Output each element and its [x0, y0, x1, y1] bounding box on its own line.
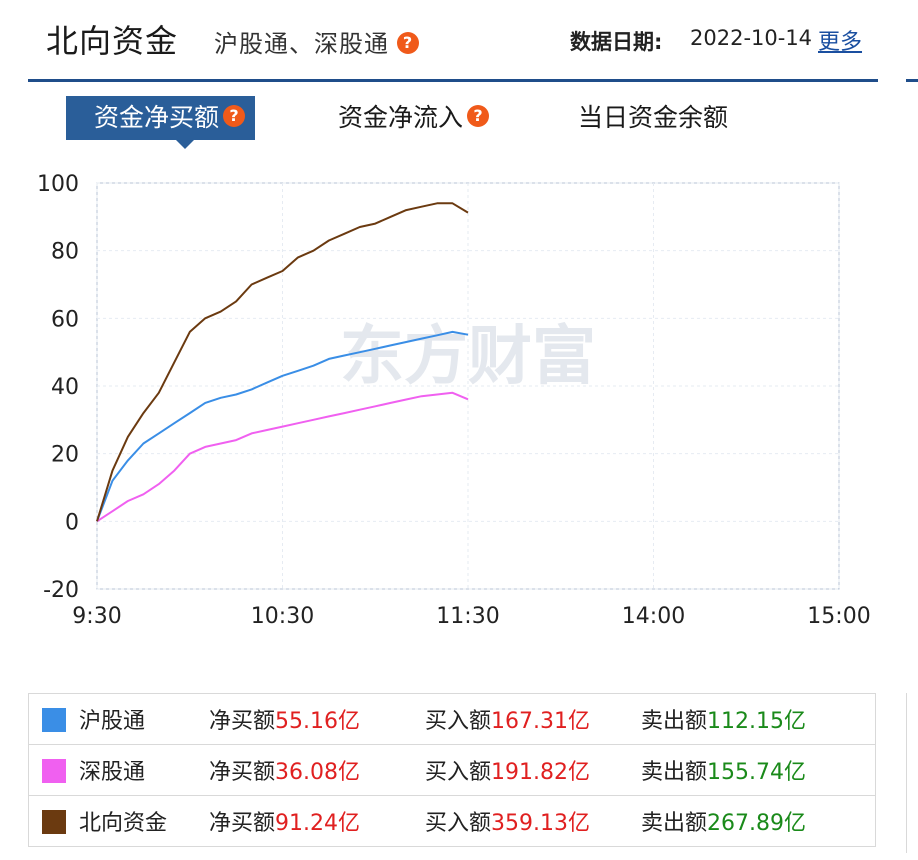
tab-bar: 资金净买额? 资金净流入? 当日资金余额: [0, 96, 918, 149]
legend-table: 沪股通 净买额55.16亿 买入额167.31亿 卖出额112.15亿 深股通 …: [28, 693, 876, 847]
header-divider-right: [906, 79, 918, 82]
legend-row: 沪股通 净买额55.16亿 买入额167.31亿 卖出额112.15亿: [28, 693, 876, 745]
series-line: [96, 202, 469, 522]
y-tick-label: 20: [51, 443, 79, 468]
swatch-north: [42, 809, 66, 834]
grid-lines: [96, 182, 840, 590]
date-value: 2022-10-14: [690, 26, 813, 50]
swatch-hgt: [42, 707, 66, 732]
buy-label: 买入额: [425, 760, 492, 785]
legend-name: 北向资金: [79, 795, 209, 847]
watermark: 东方财富: [340, 320, 596, 394]
net-value: 55.16亿: [275, 709, 360, 734]
x-tick-label: 15:00: [807, 604, 870, 629]
help-icon[interactable]: ?: [223, 105, 246, 127]
help-icon[interactable]: ?: [397, 32, 419, 54]
y-tick-label: 0: [65, 510, 79, 535]
page-subtitle: 沪股通、深股通?: [214, 24, 419, 59]
subtitle-text: 沪股通、深股通: [214, 30, 389, 58]
tab-net-inflow-label: 资金净流入: [338, 103, 464, 132]
legend-name: 深股通: [79, 744, 209, 796]
header-divider: [28, 79, 878, 82]
x-axis-ticks: 9:30 10:30 11:30 14:00 15:00: [72, 604, 870, 629]
net-value: 36.08亿: [275, 760, 360, 785]
series-line: [96, 391, 469, 523]
x-tick-label: 9:30: [72, 604, 121, 629]
x-tick-label: 10:30: [251, 604, 314, 629]
y-tick-label: 100: [37, 172, 79, 197]
help-icon[interactable]: ?: [467, 105, 490, 127]
tab-net-buy[interactable]: 资金净买额?: [66, 96, 256, 149]
net-label: 净买额: [209, 811, 276, 836]
buy-label: 买入额: [425, 709, 492, 734]
buy-value: 191.82亿: [491, 760, 590, 785]
buy-label: 买入额: [425, 811, 492, 836]
more-link[interactable]: 更多: [818, 30, 863, 55]
sell-label: 卖出额: [641, 709, 708, 734]
net-buy-chart: 东方财富 100 80 60 40 20 0 -20 9:30 10:30 11:30 14:00…: [37, 172, 871, 629]
legend-name: 沪股通: [79, 693, 209, 745]
adjacent-panel-edge: [906, 693, 918, 853]
y-tick-label: 60: [51, 307, 79, 332]
tab-daily-balance[interactable]: 当日资金余额: [578, 96, 728, 140]
tab-daily-balance-label: 当日资金余额: [578, 103, 729, 132]
buy-value: 359.13亿: [491, 811, 590, 836]
net-value: 91.24亿: [275, 811, 360, 836]
net-label: 净买额: [209, 760, 276, 785]
sell-value: 155.74亿: [707, 760, 806, 785]
sell-value: 267.89亿: [707, 811, 806, 836]
net-label: 净买额: [209, 709, 276, 734]
series-lines: [96, 202, 469, 523]
sell-value: 112.15亿: [707, 709, 806, 734]
legend-row: 北向资金 净买额91.24亿 买入额359.13亿 卖出额267.89亿: [28, 795, 876, 847]
x-tick-label: 11:30: [436, 604, 499, 629]
tab-net-buy-label: 资金净买额: [94, 103, 220, 132]
swatch-sgt: [42, 758, 66, 783]
page-title: 北向资金: [46, 22, 179, 60]
sell-label: 卖出额: [641, 760, 708, 785]
y-tick-label: -20: [43, 578, 79, 603]
y-tick-label: 80: [51, 240, 79, 265]
x-tick-label: 14:00: [622, 604, 685, 629]
tab-net-inflow[interactable]: 资金净流入?: [338, 96, 490, 140]
date-label: 数据日期:: [570, 30, 663, 54]
y-axis-ticks: 100 80 60 40 20 0 -20: [37, 172, 79, 603]
buy-value: 167.31亿: [491, 709, 590, 734]
legend-row: 深股通 净买额36.08亿 买入额191.82亿 卖出额155.74亿: [28, 744, 876, 796]
y-tick-label: 40: [51, 375, 79, 400]
series-line: [96, 330, 469, 522]
sell-label: 卖出额: [641, 811, 708, 836]
panel-header: 北向资金 沪股通、深股通? 数据日期: 2022-10-14 更多: [0, 0, 918, 86]
